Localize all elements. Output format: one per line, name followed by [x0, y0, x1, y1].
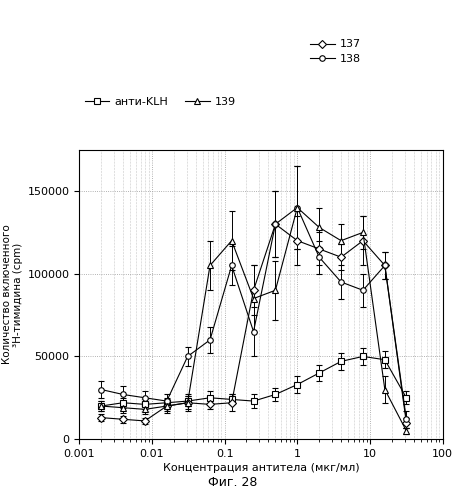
Y-axis label: Количество включенного
³H-тимидина (cpm): Количество включенного ³H-тимидина (cpm) [2, 225, 23, 364]
Text: Фиг. 28: Фиг. 28 [208, 476, 258, 489]
X-axis label: Концентрация антитела (мкг/мл): Концентрация антитела (мкг/мл) [163, 463, 359, 473]
Legend: анти-KLH, 139: анти-KLH, 139 [85, 97, 236, 107]
